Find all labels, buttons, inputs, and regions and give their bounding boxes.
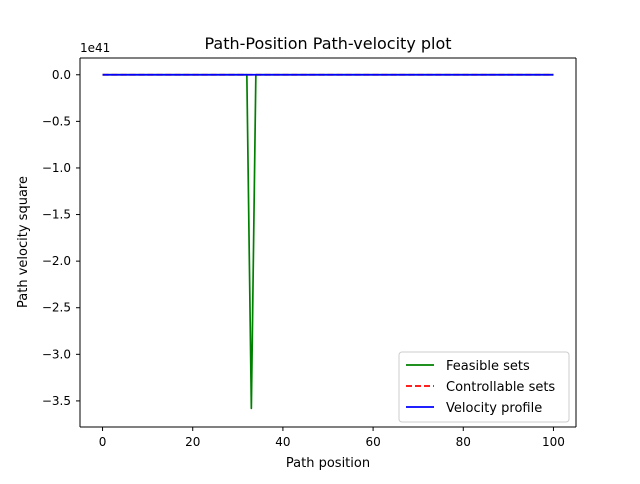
y-tick-label: 0.0	[52, 68, 71, 82]
legend: Feasible sets Controllable sets Velocity…	[398, 351, 570, 423]
x-tick-label: 100	[542, 435, 565, 449]
y-tick-label: −0.5	[42, 114, 71, 128]
y-axis-offset-text: 1e41	[80, 41, 110, 55]
x-tick-label: 80	[456, 435, 471, 449]
y-axis-ticks: 0.0 −0.5 −1.0 −1.5 −2.0 −2.5 −3.0 −3.5	[42, 68, 80, 408]
x-tick-label: 0	[99, 435, 107, 449]
x-axis-ticks: 0 20 40 60 80 100	[99, 427, 565, 449]
series-layer	[102, 73, 554, 410]
y-tick-label: −2.0	[42, 254, 71, 268]
y-tick-label: −1.0	[42, 161, 71, 175]
y-tick-label: −1.5	[42, 208, 71, 222]
legend-label-velocity-profile: Velocity profile	[446, 401, 542, 416]
axes-frame	[79, 57, 577, 428]
x-tick-label: 20	[185, 435, 200, 449]
x-tick-label: 60	[365, 435, 380, 449]
chart-title: Path-Position Path-velocity plot	[204, 34, 451, 53]
legend-label-controllable-sets: Controllable sets	[446, 380, 555, 395]
legend-label-feasible-sets: Feasible sets	[446, 359, 530, 374]
x-axis-label: Path position	[286, 456, 370, 471]
x-tick-label: 40	[275, 435, 290, 449]
legend-box	[398, 351, 570, 423]
y-tick-label: −3.0	[42, 347, 71, 361]
y-tick-label: −3.5	[42, 394, 71, 408]
y-tick-label: −2.5	[42, 301, 71, 315]
y-axis-label: Path velocity square	[16, 176, 31, 308]
